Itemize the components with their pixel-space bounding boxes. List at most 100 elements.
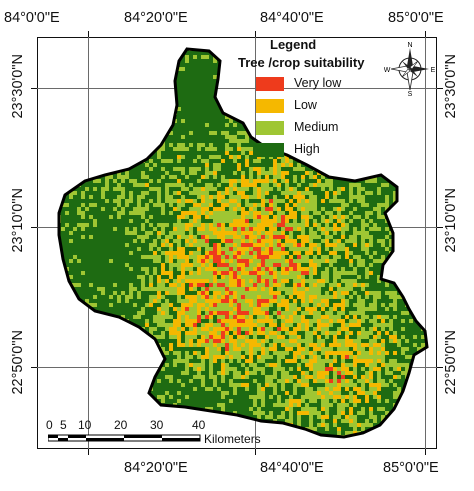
raster-cell — [225, 255, 229, 259]
raster-cell — [265, 227, 269, 231]
raster-cell — [69, 195, 73, 199]
raster-cell — [145, 67, 149, 71]
raster-cell — [225, 59, 229, 63]
raster-cell — [101, 147, 105, 151]
raster-cell — [317, 203, 321, 207]
raster-cell — [97, 227, 101, 231]
raster-cell — [417, 147, 421, 151]
raster-cell — [337, 203, 341, 207]
graticule-meridian-85-00 — [425, 37, 426, 449]
raster-cell — [321, 103, 325, 107]
raster-cell — [329, 99, 333, 103]
raster-cell — [193, 167, 197, 171]
raster-cell — [205, 215, 209, 219]
raster-cell — [333, 71, 337, 75]
raster-cell — [213, 103, 217, 107]
raster-cell — [85, 107, 89, 111]
raster-cell — [145, 123, 149, 127]
raster-cell — [345, 235, 349, 239]
raster-cell — [421, 139, 425, 143]
raster-cell — [425, 107, 427, 111]
raster-cell — [185, 123, 189, 127]
raster-cell — [109, 127, 113, 131]
raster-cell — [301, 167, 305, 171]
raster-cell — [249, 103, 253, 107]
raster-cell — [177, 103, 181, 107]
raster-cell — [325, 71, 329, 75]
raster-cell — [93, 215, 97, 219]
raster-cell — [165, 207, 169, 211]
raster-cell — [377, 239, 381, 243]
raster-cell — [345, 207, 349, 211]
raster-cell — [153, 223, 157, 227]
raster-cell — [317, 163, 321, 167]
raster-cell — [181, 163, 185, 167]
raster-cell — [413, 139, 417, 143]
raster-cell — [157, 155, 161, 159]
raster-cell — [89, 111, 93, 115]
raster-cell — [229, 211, 233, 215]
raster-cell — [189, 127, 193, 131]
raster-cell — [217, 91, 221, 95]
raster-cell — [193, 235, 197, 239]
raster-cell — [397, 231, 401, 235]
raster-cell — [269, 195, 273, 199]
raster-cell — [213, 75, 217, 79]
raster-cell — [213, 195, 217, 199]
raster-cell — [101, 223, 105, 227]
raster-cell — [213, 107, 217, 111]
raster-cell — [269, 115, 273, 119]
raster-cell — [265, 91, 269, 95]
raster-cell — [145, 55, 149, 59]
raster-cell — [129, 199, 133, 203]
raster-cell — [217, 139, 221, 143]
raster-cell — [137, 155, 141, 159]
raster-cell — [81, 255, 85, 259]
raster-cell — [93, 75, 97, 79]
raster-cell — [337, 191, 341, 195]
raster-cell — [289, 231, 293, 235]
raster-cell — [145, 203, 149, 207]
raster-cell — [365, 155, 369, 159]
raster-cell — [357, 195, 361, 199]
raster-cell — [197, 243, 201, 247]
raster-cell — [277, 135, 281, 139]
raster-cell — [349, 83, 353, 87]
raster-cell — [301, 247, 305, 251]
raster-cell — [145, 115, 149, 119]
raster-cell — [93, 87, 97, 91]
raster-cell — [173, 187, 177, 191]
raster-cell — [289, 75, 293, 79]
raster-cell — [121, 135, 125, 139]
raster-cell — [205, 115, 209, 119]
raster-cell — [61, 79, 65, 83]
raster-cell — [209, 111, 213, 115]
raster-cell — [141, 235, 145, 239]
raster-cell — [385, 183, 389, 187]
raster-cell — [193, 87, 197, 91]
raster-cell — [357, 139, 361, 143]
raster-cell — [269, 167, 273, 171]
raster-cell — [117, 51, 121, 55]
raster-cell — [153, 183, 157, 187]
raster-cell — [221, 51, 225, 55]
raster-cell — [137, 187, 141, 191]
raster-cell — [105, 91, 109, 95]
raster-cell — [69, 55, 73, 59]
raster-cell — [205, 163, 209, 167]
raster-cell — [237, 211, 241, 215]
raster-cell — [221, 55, 225, 59]
raster-cell — [221, 143, 225, 147]
raster-cell — [233, 99, 237, 103]
raster-cell — [329, 207, 333, 211]
raster-cell — [389, 215, 393, 219]
raster-cell — [353, 203, 357, 207]
raster-cell — [89, 219, 93, 223]
raster-cell — [301, 239, 305, 243]
raster-cell — [349, 119, 353, 123]
raster-cell — [161, 187, 165, 191]
raster-cell — [185, 255, 189, 259]
raster-cell — [369, 95, 373, 99]
raster-cell — [381, 215, 385, 219]
raster-cell — [289, 127, 293, 131]
